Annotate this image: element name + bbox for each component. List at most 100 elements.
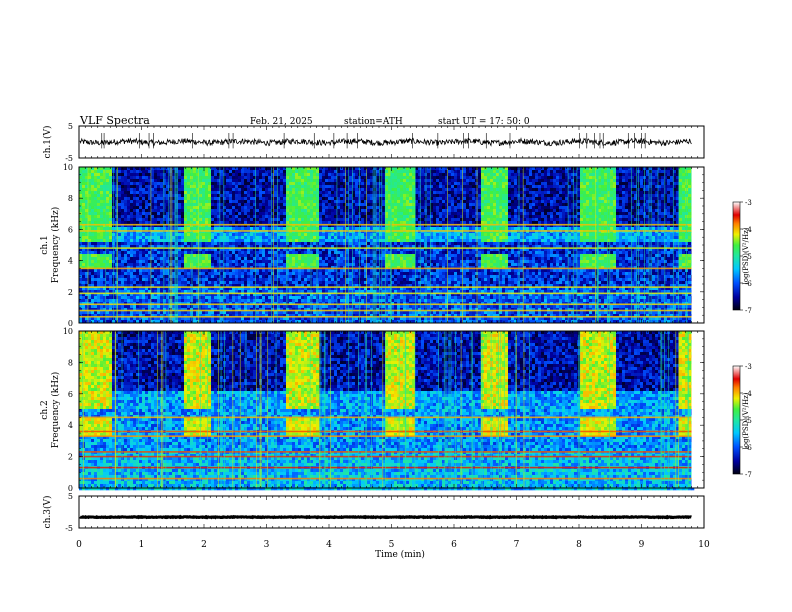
ch1-heatmap-cell [298, 314, 302, 318]
ch1-heatmap-cell [235, 260, 239, 264]
ch1-heatmap-cell [91, 287, 95, 291]
ch1-heatmap-cell [274, 299, 278, 303]
ch1-heatmap-cell [88, 308, 92, 312]
ch1-heatmap-cell [340, 245, 344, 249]
ch1-heatmap-cell [349, 170, 353, 174]
ch1-heatmap-cell [142, 296, 146, 300]
ch1-heatmap-cell [304, 185, 308, 189]
ch1-heatmap-cell [145, 224, 149, 228]
ch1-heatmap-cell [262, 191, 266, 195]
ch1-heatmap-cell [229, 233, 233, 237]
ch1-heatmap-cell [181, 254, 185, 258]
ch1-heatmap-cell [271, 260, 275, 264]
ch1-heatmap-cell [202, 275, 206, 279]
ch1-heatmap-cell [346, 194, 350, 198]
ch1-heatmap-cell [343, 293, 347, 297]
ch1-heatmap-cell [259, 320, 263, 324]
ch1-heatmap-cell [136, 299, 140, 303]
ch1-heatmap-cell [286, 212, 290, 216]
ch1-heatmap-cell [139, 308, 143, 312]
ch1-heatmap-cell [232, 296, 236, 300]
ch1-heatmap-cell [217, 263, 221, 267]
ch1-heatmap-cell [220, 167, 224, 171]
ch1-heatmap-cell [316, 290, 320, 294]
ch1-heatmap-cell [304, 218, 308, 222]
ch1-heatmap-cell [322, 233, 326, 237]
ch1-heatmap-cell [361, 311, 365, 315]
ch1-heatmap-cell [130, 320, 134, 324]
ch1-heatmap-cell [103, 191, 107, 195]
ch1-heatmap-cell [346, 272, 350, 276]
ch1-heatmap-cell [244, 287, 248, 291]
ch1-heatmap-cell [214, 203, 218, 207]
ch1-heatmap-cell [247, 179, 251, 183]
ch1-heatmap-cell [301, 260, 305, 264]
ch1-heatmap-cell [199, 194, 203, 198]
ch1-heatmap-cell [130, 257, 134, 261]
ch1-heatmap-cell [109, 242, 113, 246]
ch1-heatmap-cell [172, 314, 176, 318]
ch1-heatmap-cell [103, 248, 107, 252]
ch1-heatmap-cell [352, 275, 356, 279]
ch1-heatmap-cell [223, 167, 227, 171]
ch1-heatmap-cell [88, 173, 92, 177]
ch1-heatmap-cell [100, 245, 104, 249]
ch1-heatmap-cell [193, 224, 197, 228]
ch1-heatmap-cell [328, 197, 332, 201]
ch1-heatmap-cell [82, 167, 86, 171]
ch1-heatmap-cell [340, 305, 344, 309]
ch1-heatmap-cell [196, 269, 200, 273]
ch1-heatmap-cell [97, 263, 101, 267]
ch1-heatmap-cell [145, 245, 149, 249]
ch1-heatmap-cell [307, 233, 311, 237]
ch1-heatmap-cell [103, 227, 107, 231]
ch1-heatmap-cell [259, 281, 263, 285]
ch1-heatmap-cell [181, 272, 185, 276]
ch1-heatmap-cell [310, 290, 314, 294]
ch1-heatmap-cell [346, 290, 350, 294]
ch1-heatmap-cell [181, 209, 185, 213]
ch1-heatmap-cell [343, 173, 347, 177]
ch1-heatmap-cell [178, 191, 182, 195]
ch1-heatmap-cell [331, 251, 335, 255]
ch1-heatmap-cell [130, 299, 134, 303]
ch1-heatmap-cell [334, 215, 338, 219]
ch1-heatmap-cell [325, 209, 329, 213]
ch1-heatmap-cell [124, 269, 128, 273]
ch1-heatmap-cell [208, 275, 212, 279]
ch1-heatmap-cell [331, 263, 335, 267]
ch1-heatmap-cell [244, 212, 248, 216]
ch1-heatmap-cell [301, 245, 305, 249]
ch1-heatmap-cell [79, 284, 83, 288]
ch1-heatmap-cell [160, 287, 164, 291]
ch1-heatmap-cell [136, 182, 140, 186]
ch1-heatmap-cell [316, 269, 320, 273]
ch1-heatmap-cell [289, 224, 293, 228]
ch1-heatmap-cell [88, 185, 92, 189]
ch1-heatmap-cell [220, 260, 224, 264]
ch1-heatmap-cell [211, 236, 215, 240]
ch1-heatmap-cell [220, 317, 224, 321]
ch1-heatmap-cell [328, 182, 332, 186]
ch1-heatmap-cell [142, 167, 146, 171]
ch1-heatmap-cell [187, 311, 191, 315]
ch1-heatmap-cell [136, 269, 140, 273]
ch1-heatmap-cell [304, 191, 308, 195]
ch1-heatmap-cell [262, 185, 266, 189]
ch1-heatmap-cell [355, 212, 359, 216]
ch1-heatmap-cell [88, 242, 92, 246]
ch1-heatmap-cell [166, 263, 170, 267]
ch1-heatmap-cell [352, 242, 356, 246]
ch1-heatmap-cell [238, 305, 242, 309]
ch1-heatmap-cell [202, 242, 206, 246]
ch1-heatmap-cell [343, 311, 347, 315]
ch1-heatmap-cell [250, 248, 254, 252]
ch1-heatmap-cell [346, 263, 350, 267]
ch1-heatmap-cell [121, 242, 125, 246]
ch1-heatmap-cell [259, 209, 263, 213]
ch1-heatmap-cell [163, 227, 167, 231]
ch1-heatmap-cell [172, 233, 176, 237]
ch1-heatmap-cell [247, 242, 251, 246]
ch1-heatmap-cell [334, 251, 338, 255]
ch1-heatmap-cell [130, 275, 134, 279]
